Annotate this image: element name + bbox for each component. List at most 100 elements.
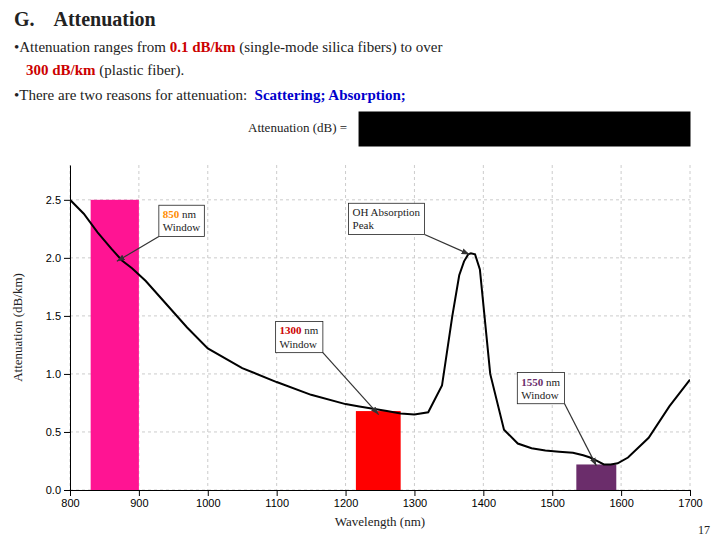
y-axis-line (70, 166, 71, 491)
grid-line-x (621, 165, 622, 490)
annotation-line: Peak (353, 219, 375, 231)
annotation: OH AbsorptionPeak (349, 203, 470, 254)
x-tick-mark (346, 490, 347, 496)
chart: G. Attenuation •Attenuation ranges from 0… (0, 0, 720, 540)
y-tick-mark (64, 374, 70, 375)
note-segment: 300 dB/km (26, 62, 96, 78)
x-tick-label: 1000 (196, 497, 220, 509)
y-tick: 2.5 (46, 194, 70, 206)
note-line: •There are two reasons for attenuation: … (14, 87, 406, 103)
title: G. Attenuation (14, 8, 156, 30)
annotation-line-rest: nm (543, 376, 560, 388)
grid-line-x (483, 165, 484, 490)
annotation-line-rest: nm (179, 208, 196, 220)
x-tick-mark (277, 490, 278, 496)
annotation-line: 850 (163, 208, 180, 220)
formula-box (359, 112, 690, 146)
annotation: 1550 nmWindow (517, 373, 596, 466)
annotation-arrow (323, 353, 379, 415)
x-tick: 1000 (196, 490, 220, 509)
note-line: 300 dB/km (plastic fiber). (26, 62, 184, 79)
annotation-arrow (425, 234, 470, 254)
annotation-box (349, 203, 425, 234)
y-tick: 0.0 (46, 484, 70, 496)
annotation-text: OH AbsorptionPeak (353, 206, 421, 231)
x-tick-label: 1100 (265, 497, 289, 509)
x-tick-mark (690, 490, 691, 496)
y-axis-title: Attenuation (dB/km) (10, 273, 25, 382)
y-tick-label: 2.5 (46, 194, 61, 206)
x-tick: 1300 (403, 490, 427, 509)
x-tick-label: 800 (61, 497, 79, 509)
x-axis: 800 900 1000 1100 1200 1300 1400 1500 1600 1700 (61, 490, 702, 509)
note-segment: (plastic fiber). (96, 62, 185, 79)
annotation-line: 1300 (280, 324, 303, 336)
grid (70, 165, 690, 490)
annotation-box (276, 321, 323, 352)
y-tick: 1.0 (46, 368, 70, 380)
y-tick-mark (64, 200, 70, 201)
annotation: 1300 nmWindow (276, 321, 379, 414)
note-segment: Scattering; Absorption; (255, 87, 406, 103)
x-tick-label: 1300 (403, 497, 427, 509)
annotation-line: 1550 (521, 376, 544, 388)
x-tick-mark (70, 490, 71, 496)
x-tick: 1500 (540, 490, 564, 509)
x-tick-mark (483, 490, 484, 496)
x-tick-label: 1600 (609, 497, 633, 509)
shaded-window (91, 200, 139, 490)
grid-line-x (690, 165, 691, 490)
x-axis-title: Wavelength (nm) (335, 514, 425, 529)
annotation-line: Window (521, 389, 558, 401)
annotation-line: OH Absorption (353, 206, 421, 218)
annotation: 850 nmWindow (117, 205, 204, 261)
x-tick: 1400 (472, 490, 496, 509)
x-tick: 800 (61, 490, 79, 509)
annotation-text: 1550 nmWindow (521, 376, 560, 401)
x-tick: 900 (130, 490, 148, 509)
x-tick-label: 1200 (334, 497, 358, 509)
y-tick-mark (64, 258, 70, 259)
plot-area (70, 200, 690, 490)
x-tick: 1700 (678, 490, 702, 509)
x-tick: 1200 (334, 490, 358, 509)
x-tick-mark (552, 490, 553, 496)
y-tick-mark (64, 490, 70, 491)
y-tick-label: 0.0 (46, 484, 61, 496)
grid-line-x (552, 165, 553, 490)
y-axis: 0.0 0.5 1.0 1.5 2.0 2.5 (46, 166, 71, 497)
x-tick-mark (621, 490, 622, 496)
grid-line-y (70, 199, 690, 200)
x-tick: 1600 (609, 490, 633, 509)
shaded-window (356, 411, 401, 490)
y-tick-label: 2.0 (46, 252, 61, 264)
annotation-line: Window (163, 221, 200, 233)
grid-line-y (70, 315, 690, 316)
annotation-arrow (117, 236, 159, 261)
x-tick-label: 900 (130, 497, 148, 509)
shaded-window (576, 464, 616, 490)
y-tick-mark (64, 316, 70, 317)
note-segment: (single-mode silica fibers) to over (235, 39, 442, 56)
grid-line-y (70, 257, 690, 258)
note-segment: •Attenuation ranges from (14, 39, 170, 55)
x-tick-label: 1400 (472, 497, 496, 509)
y-tick: 1.5 (46, 310, 70, 322)
attenuation-curve (70, 200, 690, 465)
y-tick: 2.0 (46, 252, 70, 264)
grid-line-x (345, 165, 346, 490)
annotation-box (517, 373, 564, 404)
page-number: 17 (698, 523, 710, 537)
y-tick: 0.5 (46, 426, 70, 438)
x-axis-line (71, 490, 691, 491)
x-tick-label: 1500 (540, 497, 564, 509)
annotation-box (159, 205, 204, 236)
formula-label: Attenuation (dB) = (248, 120, 347, 135)
x-tick: 1100 (265, 490, 289, 509)
grid-line-x (70, 165, 71, 490)
grid-line-y (70, 373, 690, 374)
y-tick-label: 1.0 (46, 368, 61, 380)
annotation-text: 850 nmWindow (163, 208, 200, 233)
note-line: •Attenuation ranges from 0.1 dB/km (sing… (14, 39, 443, 56)
y-tick-label: 1.5 (46, 310, 61, 322)
